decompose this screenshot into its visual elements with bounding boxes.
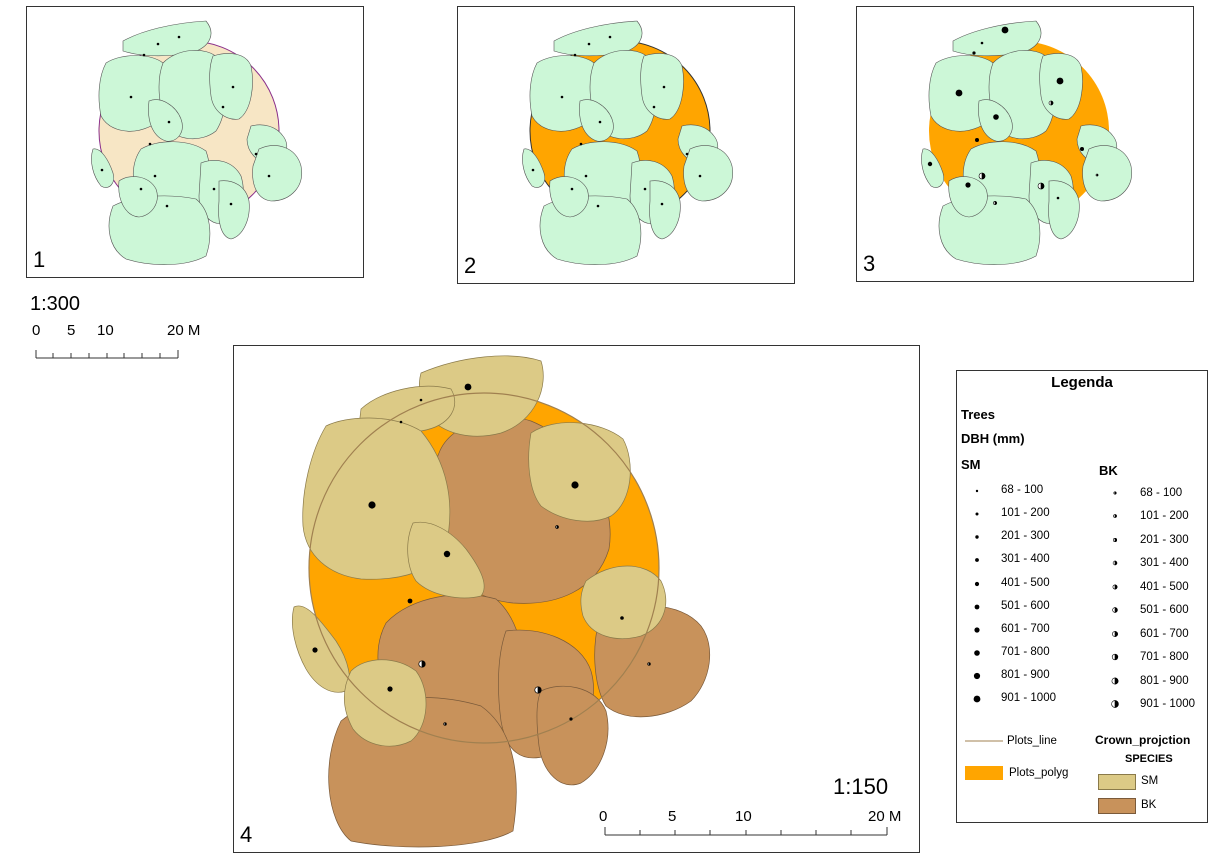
- sm-class-label: 201 - 300: [1001, 530, 1050, 542]
- bk-class-label: 601 - 700: [1140, 628, 1189, 640]
- map-panel-3-canvas: [921, 20, 1132, 265]
- scale-tick-label: 0: [32, 322, 41, 339]
- panel-number: 4: [240, 822, 253, 847]
- sm-symbols: [973, 489, 981, 703]
- sm-class-label: 801 - 900: [1001, 669, 1050, 681]
- sm-class-label: 901 - 1000: [1001, 692, 1056, 704]
- tree: [267, 174, 271, 178]
- bk-class-label: 501 - 600: [1140, 604, 1189, 616]
- crown: [218, 180, 250, 240]
- species-sm-swatch: [1098, 774, 1136, 790]
- legend-subtitle: Trees: [961, 407, 995, 422]
- scale-tick-label: 5: [668, 808, 677, 825]
- crown: [118, 176, 158, 218]
- plots-line-swatch: [965, 740, 1003, 742]
- crown: [209, 53, 253, 120]
- legend-sm-header: SM: [961, 457, 981, 472]
- scale-tick-label: 20 M: [868, 808, 902, 825]
- tree: [165, 204, 169, 208]
- panel-number: 3: [863, 251, 876, 276]
- crown: [252, 145, 302, 202]
- tree: [177, 35, 181, 39]
- panel-number: 2: [464, 253, 477, 278]
- species-bk-swatch: [1098, 798, 1136, 814]
- crown: [91, 148, 114, 188]
- tree: [142, 53, 146, 57]
- tree-points: [100, 35, 271, 208]
- map-panel-3: 3: [856, 6, 1194, 282]
- crown: [148, 99, 183, 142]
- tree: [153, 174, 157, 178]
- scale-tick-label: 10: [97, 322, 114, 339]
- scale-bar-large: [604, 827, 888, 836]
- sm-class-label: 68 - 100: [1001, 484, 1044, 496]
- bk-symbols: [1111, 491, 1119, 708]
- panel-number: 1: [33, 247, 46, 272]
- bk-class-label: 301 - 400: [1140, 557, 1189, 569]
- crown-projections: [91, 20, 302, 265]
- scale-ratio-large: 1:150: [833, 774, 889, 799]
- bk-half-symbols: [978, 100, 1099, 205]
- bk-class-label: 401 - 500: [1140, 581, 1189, 593]
- plots-polyg-swatch: [965, 766, 1003, 780]
- sm-class-label: 701 - 800: [1001, 646, 1050, 658]
- sm-tree-points: [312, 383, 624, 721]
- scale-ratio-small: 1:300: [30, 293, 81, 315]
- scale-tick-label: 0: [599, 808, 608, 825]
- tree: [231, 85, 235, 89]
- tree: [100, 168, 104, 172]
- map-panel-4-canvas: [291, 355, 888, 848]
- sm-class-label: 301 - 400: [1001, 553, 1050, 565]
- bk-class-label: 101 - 200: [1140, 510, 1189, 522]
- map-panel-2-canvas: [522, 20, 733, 265]
- tree: [167, 120, 171, 124]
- scale-bar-small: [35, 350, 179, 359]
- legend-title: Legenda: [1051, 374, 1113, 391]
- sm-class-label: 101 - 200: [1001, 507, 1050, 519]
- crown-projection-header: Crown_projction: [1095, 733, 1191, 747]
- scale-tick-label: 5: [67, 322, 76, 339]
- map-legend: Legenda Trees DBH (mm) SM BK 68 - 100 10…: [956, 370, 1208, 823]
- crown: [122, 20, 212, 57]
- tree: [221, 105, 225, 109]
- tree: [148, 142, 152, 146]
- map-panel-2: 2: [457, 6, 795, 284]
- tree: [212, 187, 216, 191]
- bk-tree-points: [418, 525, 651, 726]
- bk-class-label: 801 - 900: [1140, 675, 1189, 687]
- tree: [129, 95, 133, 99]
- map-panel-1-canvas: [91, 20, 302, 265]
- sm-class-label: 501 - 600: [1001, 600, 1050, 612]
- species-sm-label: SM: [1141, 775, 1159, 787]
- tree: [156, 42, 160, 46]
- plots-line: [308, 392, 660, 744]
- map-panel-1: 1: [26, 6, 364, 278]
- bk-class-label: 201 - 300: [1140, 534, 1189, 546]
- plots-line-label: Plots_line: [1007, 735, 1057, 747]
- plots-polyg-label: Plots_polyg: [1009, 767, 1069, 779]
- bk-class-label: 901 - 1000: [1140, 698, 1195, 710]
- legend-bk-header: BK: [1099, 463, 1118, 478]
- sm-class-label: 601 - 700: [1001, 623, 1050, 635]
- species-header: SPECIES: [1125, 753, 1173, 765]
- tree: [229, 202, 233, 206]
- legend-field: DBH (mm): [961, 431, 1025, 446]
- tree: [254, 152, 258, 156]
- tree: [139, 187, 143, 191]
- sm-class-label: 401 - 500: [1001, 577, 1050, 589]
- map-panel-4: 4: [233, 345, 920, 853]
- bk-class-label: 68 - 100: [1140, 487, 1183, 499]
- scale-tick-label: 20 M: [167, 322, 201, 339]
- scale-tick-label: 10: [735, 808, 752, 825]
- bk-class-label: 701 - 800: [1140, 651, 1189, 663]
- species-bk-label: BK: [1141, 799, 1157, 811]
